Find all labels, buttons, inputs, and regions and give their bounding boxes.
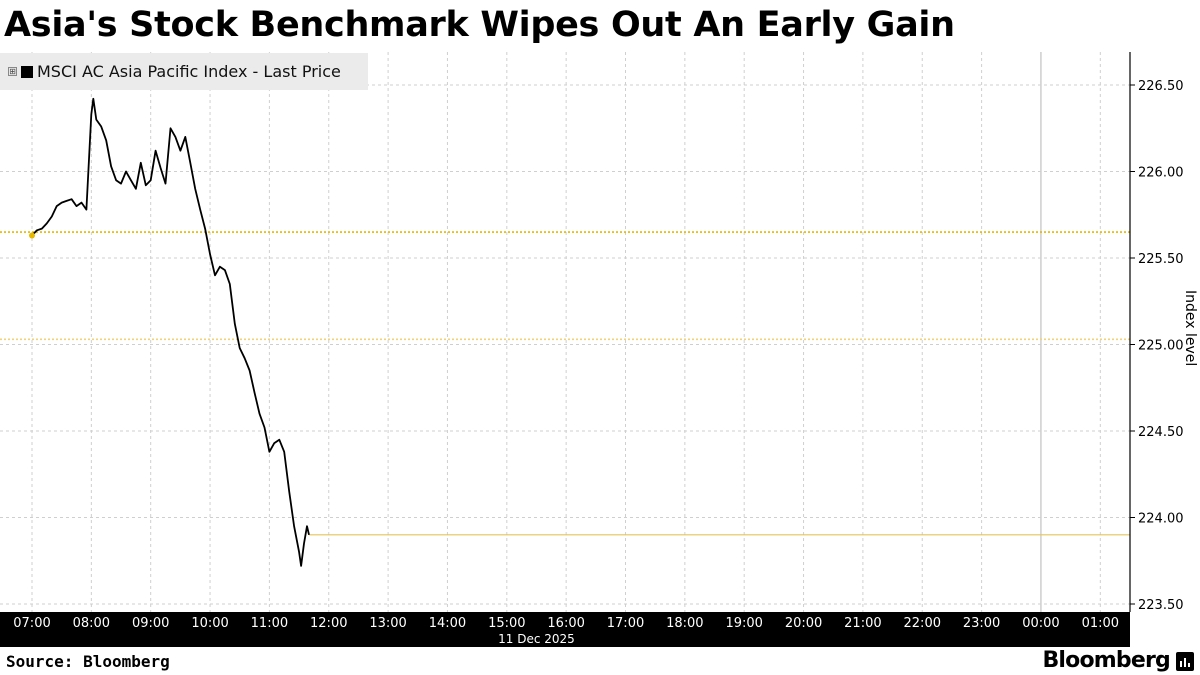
y-tick-label: 226.50 xyxy=(1138,79,1184,94)
expand-icon[interactable]: ⊞ xyxy=(8,67,17,76)
y-tick-label: 226.00 xyxy=(1138,166,1184,181)
start-point-marker xyxy=(29,232,35,239)
reference-lines xyxy=(0,231,1130,536)
brand-logo: Bloomberg xyxy=(1042,648,1170,673)
x-tick-label: 10:00 xyxy=(191,616,229,631)
x-tick-label: 22:00 xyxy=(903,616,941,631)
x-tick-label: 11:00 xyxy=(250,616,289,631)
y-tick-label: 223.50 xyxy=(1138,598,1184,612)
x-tick-label: 16:00 xyxy=(547,616,585,631)
source-text: Source: Bloomberg xyxy=(6,652,170,671)
y-axis: 226.50 226.00 225.50 225.00 224.50 224.00 223.… xyxy=(1129,52,1198,612)
legend-label: MSCI AC Asia Pacific Index - Last Price xyxy=(37,62,341,81)
x-tick-label: 09:00 xyxy=(131,616,170,631)
x-tick-label: 00:00 xyxy=(1022,616,1060,631)
x-tick-label: 21:00 xyxy=(844,616,882,631)
x-tick-label: 12:00 xyxy=(310,616,348,631)
y-tick-label: 225.50 xyxy=(1138,252,1184,267)
legend[interactable]: ⊞ MSCI AC Asia Pacific Index - Last Pric… xyxy=(0,53,368,90)
series-layer xyxy=(29,97,310,567)
footer: Source: Bloomberg Bloomberg xyxy=(0,647,1200,675)
x-tick-label: 13:00 xyxy=(369,616,407,631)
y-tick-label: 225.00 xyxy=(1138,339,1184,354)
x-axis-bar: 07:00 08:00 09:00 10:00 11:00 12:00 13:00 14:00… xyxy=(0,612,1130,647)
chart-bars-icon xyxy=(1176,652,1194,671)
chart-title: Asia's Stock Benchmark Wipes Out An Earl… xyxy=(4,5,955,45)
x-tick-label: 07:00 xyxy=(13,616,51,631)
chart-plot: 226.50 226.00 225.50 225.00 224.50 224.00 223.… xyxy=(0,52,1198,612)
x-tick-label: 18:00 xyxy=(666,616,704,631)
series-line xyxy=(31,97,310,567)
x-tick-label: 01:00 xyxy=(1081,616,1120,631)
x-tick-label: 19:00 xyxy=(725,616,763,631)
legend-swatch xyxy=(21,65,33,78)
x-tick-label: 23:00 xyxy=(962,616,1001,631)
x-tick-label: 20:00 xyxy=(784,616,823,631)
y-axis-label: Index level xyxy=(1182,290,1198,366)
x-tick-label: 17:00 xyxy=(606,616,645,631)
x-tick-label: 15:00 xyxy=(488,616,526,631)
y-tick-label: 224.50 xyxy=(1138,425,1184,440)
y-tick-label: 224.00 xyxy=(1138,512,1184,527)
x-tick-label: 14:00 xyxy=(428,616,467,631)
x-tick-label: 08:00 xyxy=(72,616,111,631)
x-axis-date-label: 11 Dec 2025 xyxy=(498,632,575,646)
